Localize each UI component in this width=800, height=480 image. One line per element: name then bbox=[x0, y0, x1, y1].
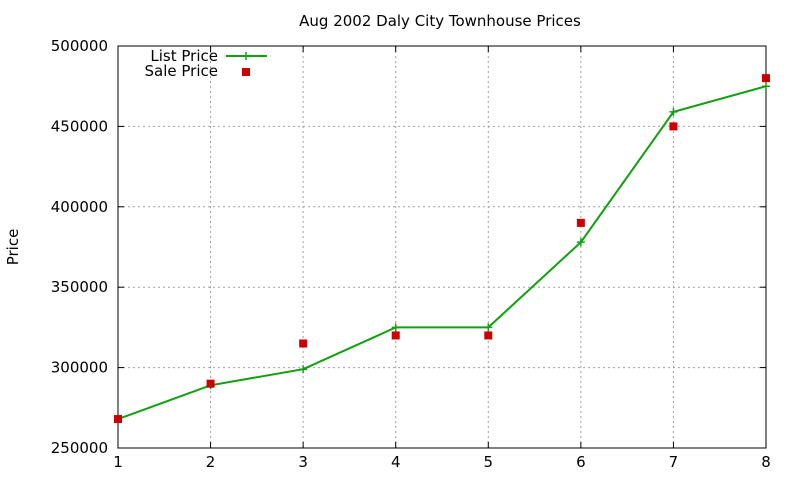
list-price-point bbox=[484, 323, 493, 332]
x-tick-label: 1 bbox=[113, 453, 123, 471]
sale-price-point bbox=[114, 415, 122, 424]
x-tick-label: 4 bbox=[391, 453, 401, 471]
x-tick-label: 5 bbox=[484, 453, 494, 471]
legend-label-sale-price: Sale Price bbox=[145, 62, 218, 80]
legend-marker-sale-price bbox=[242, 68, 250, 76]
list-price-point bbox=[576, 238, 585, 247]
y-tick-label: 250000 bbox=[51, 439, 108, 457]
series-layer bbox=[114, 74, 770, 424]
list-price-point bbox=[299, 365, 308, 374]
sale-price-point bbox=[576, 218, 585, 227]
sale-price-point bbox=[484, 331, 493, 340]
legend-marker-list-price bbox=[242, 52, 250, 60]
y-tick-label: 450000 bbox=[51, 117, 108, 135]
grid-lines bbox=[118, 46, 766, 448]
x-tick-label: 8 bbox=[761, 453, 771, 471]
x-tick-label: 6 bbox=[576, 453, 586, 471]
sale-price-point bbox=[299, 339, 308, 348]
y-axis-label: Price bbox=[4, 229, 22, 266]
sale-price-point bbox=[391, 331, 400, 340]
list-price-line bbox=[117, 85, 767, 420]
list-price-point bbox=[391, 323, 400, 332]
list-price-point bbox=[762, 82, 770, 91]
y-tick-label: 500000 bbox=[51, 37, 108, 55]
sale-price-point bbox=[669, 122, 678, 131]
x-tick-label: 2 bbox=[206, 453, 216, 471]
y-tick-label: 400000 bbox=[51, 198, 108, 216]
x-tick-label: 7 bbox=[669, 453, 679, 471]
x-tick-label: 3 bbox=[298, 453, 308, 471]
sale-price-point bbox=[206, 379, 215, 388]
y-tick-label: 300000 bbox=[51, 359, 108, 377]
plot-frame bbox=[117, 45, 767, 449]
legend: List Price Sale Price bbox=[145, 47, 267, 80]
list-price-point bbox=[669, 107, 678, 116]
axis-ticks: 1 2 3 4 5 6 7 8 250000 300000 350000 400000 450000 50… bbox=[51, 37, 771, 471]
legend-label-list-price: List Price bbox=[150, 47, 218, 65]
sale-price-point bbox=[762, 74, 770, 83]
chart-title: Aug 2002 Daly City Townhouse Prices bbox=[299, 12, 581, 30]
y-tick-label: 350000 bbox=[51, 278, 108, 296]
